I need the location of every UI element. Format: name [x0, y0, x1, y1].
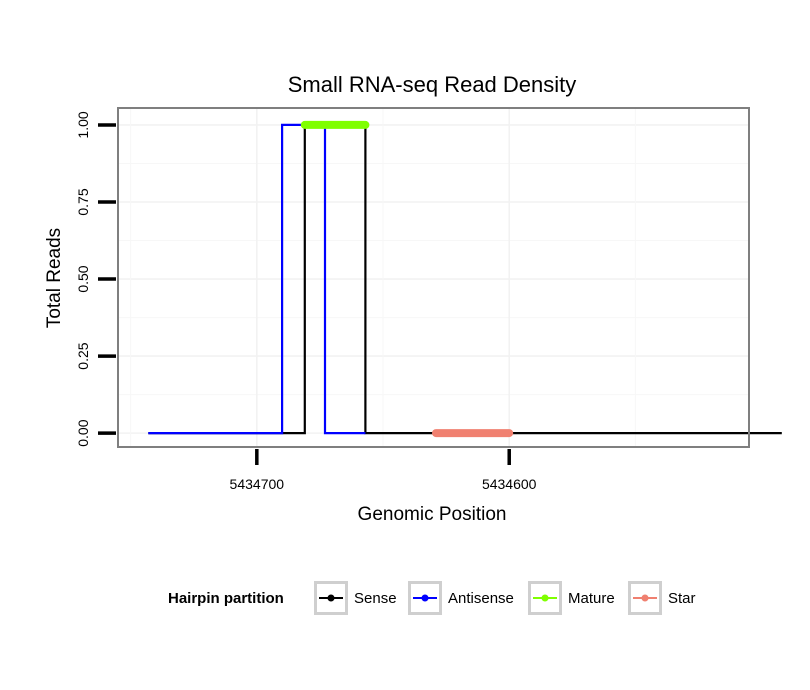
y-tick-label: 0.00 [75, 419, 91, 446]
y-tick-label: 0.25 [75, 342, 91, 369]
x-tick-label: 5434600 [482, 476, 537, 492]
y-axis: 0.00 0.25 0.50 0.75 1.00 [75, 111, 116, 447]
legend-item-antisense: Antisense [408, 581, 514, 615]
x-axis-title: Genomic Position [358, 504, 507, 525]
legend-label: Star [668, 590, 696, 607]
plot-border [117, 107, 750, 448]
legend-label: Sense [354, 590, 397, 607]
legend: Hairpin partition Sense Antisense Mature St… [168, 581, 696, 615]
y-tick-label: 1.00 [75, 111, 91, 138]
legend-title: Hairpin partition [168, 590, 284, 607]
legend-label: Mature [568, 590, 615, 607]
legend-key-point [327, 594, 335, 602]
legend-item-sense: Sense [314, 581, 397, 615]
grid [118, 108, 749, 447]
x-tick-label: 5434700 [230, 476, 285, 492]
y-tick-label: 0.50 [75, 265, 91, 292]
legend-key-point [541, 594, 549, 602]
series-layer [148, 120, 782, 438]
legend-item-star: Star [628, 581, 696, 615]
legend-key-point [421, 594, 429, 602]
legend-item-mature: Mature [528, 581, 615, 615]
y-tick-label: 0.75 [75, 188, 91, 215]
legend-key-point [641, 594, 649, 602]
chart-title: Small RNA-seq Read Density [288, 72, 577, 97]
x-axis: 5434700 5434600 [230, 449, 537, 492]
legend-label: Antisense [448, 590, 514, 607]
y-axis-title: Total Reads [44, 228, 65, 328]
